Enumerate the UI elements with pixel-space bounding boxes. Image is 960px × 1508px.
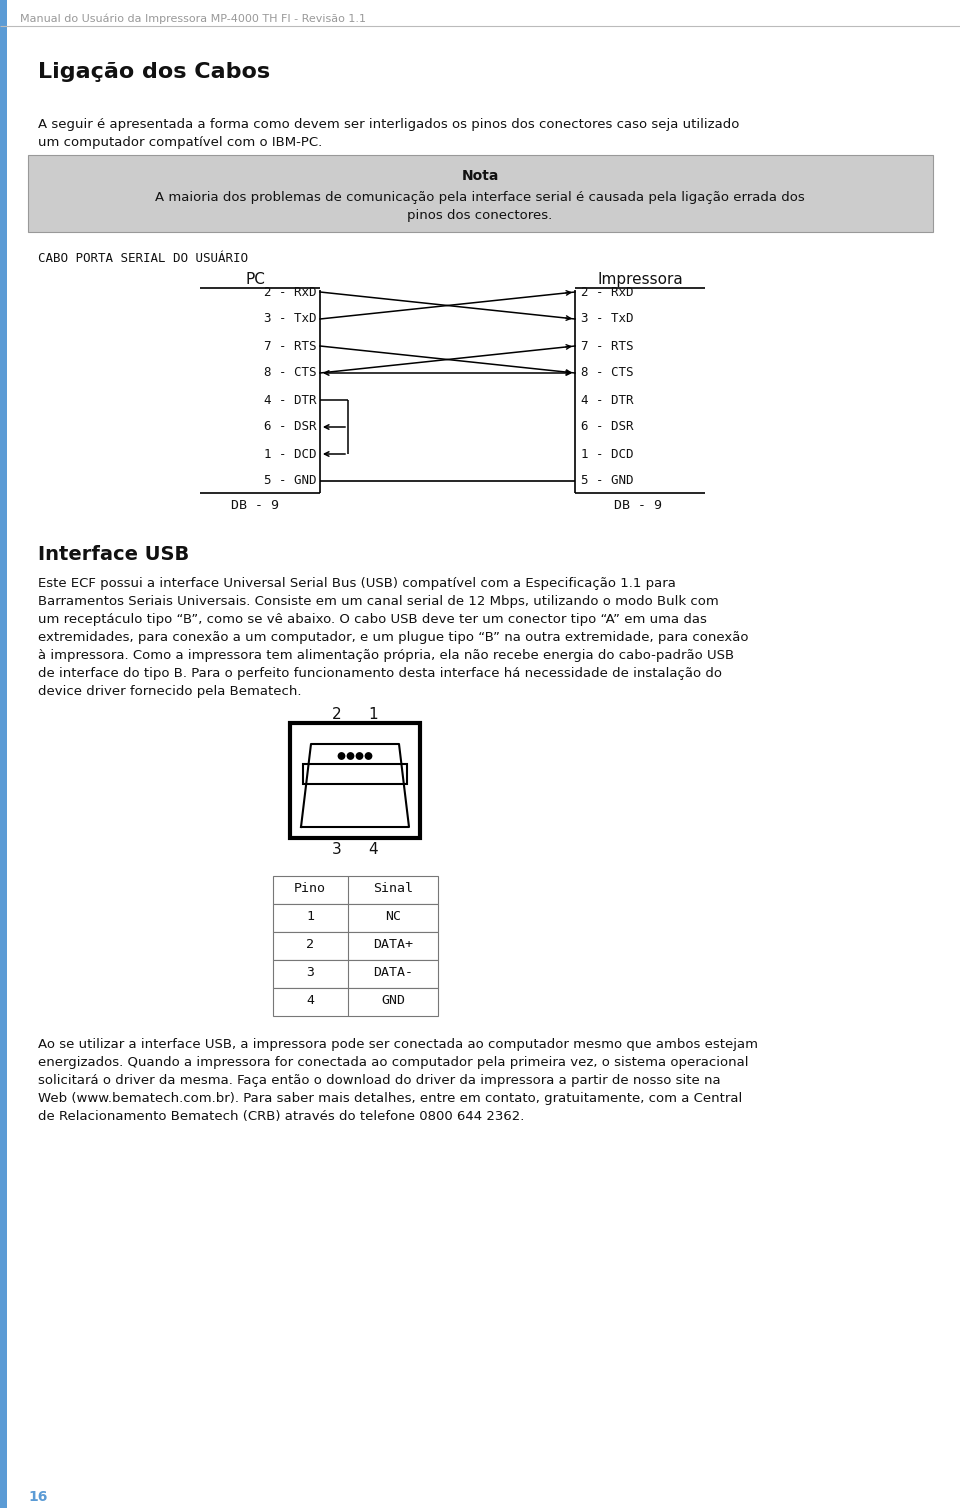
Text: um receptáculo tipo “B”, como se vê abaixo. O cabo USB deve ter um conector tipo: um receptáculo tipo “B”, como se vê abai… <box>38 612 707 626</box>
Text: 3: 3 <box>332 841 342 857</box>
Text: 7 - RTS: 7 - RTS <box>263 339 316 353</box>
Text: um computador compatível com o IBM-PC.: um computador compatível com o IBM-PC. <box>38 136 323 149</box>
Text: 1 - DCD: 1 - DCD <box>581 448 634 460</box>
Bar <box>273 961 438 988</box>
Text: 8 - CTS: 8 - CTS <box>263 366 316 380</box>
Text: 3 - TxD: 3 - TxD <box>581 312 634 326</box>
Text: pinos dos conectores.: pinos dos conectores. <box>407 210 553 222</box>
Circle shape <box>338 752 345 759</box>
Bar <box>28 155 933 232</box>
Text: Impressora: Impressora <box>597 271 683 287</box>
Text: de Relacionamento Bematech (CRB) através do telefone 0800 644 2362.: de Relacionamento Bematech (CRB) através… <box>38 1110 524 1123</box>
Text: 16: 16 <box>28 1490 47 1503</box>
Circle shape <box>348 752 353 759</box>
Text: device driver fornecido pela Bematech.: device driver fornecido pela Bematech. <box>38 685 301 698</box>
Bar <box>273 876 438 903</box>
Bar <box>0 0 7 1508</box>
Text: energizados. Quando a impressora for conectada ao computador pela primeira vez, : energizados. Quando a impressora for con… <box>38 1056 749 1069</box>
Text: 1 - DCD: 1 - DCD <box>263 448 316 460</box>
Text: extremidades, para conexão a um computador, e um plugue tipo “B” na outra extrem: extremidades, para conexão a um computad… <box>38 630 749 644</box>
Text: A maioria dos problemas de comunicação pela interface serial é causada pela liga: A maioria dos problemas de comunicação p… <box>156 192 804 204</box>
Text: à impressora. Como a impressora tem alimentação própria, ela não recebe energia : à impressora. Como a impressora tem alim… <box>38 648 734 662</box>
Text: Ao se utilizar a interface USB, a impressora pode ser conectada ao computador me: Ao se utilizar a interface USB, a impres… <box>38 1038 758 1051</box>
Text: de interface do tipo B. Para o perfeito funcionamento desta interface há necessi: de interface do tipo B. Para o perfeito … <box>38 667 722 680</box>
Text: 2 - RxD: 2 - RxD <box>263 285 316 299</box>
Text: 7 - RTS: 7 - RTS <box>581 339 634 353</box>
Text: Interface USB: Interface USB <box>38 544 189 564</box>
Text: Ligação dos Cabos: Ligação dos Cabos <box>38 62 270 81</box>
Text: 3: 3 <box>306 967 314 979</box>
Text: 5 - GND: 5 - GND <box>581 475 634 487</box>
Text: solicitará o driver da mesma. Faça então o download do driver da impressora a pa: solicitará o driver da mesma. Faça então… <box>38 1074 721 1087</box>
Text: Sinal: Sinal <box>373 882 413 896</box>
Text: 4: 4 <box>306 994 314 1007</box>
Text: 5 - GND: 5 - GND <box>263 475 316 487</box>
Text: Este ECF possui a interface Universal Serial Bus (USB) compatível com a Especifi: Este ECF possui a interface Universal Se… <box>38 578 676 590</box>
Text: PC: PC <box>245 271 265 287</box>
Text: DB - 9: DB - 9 <box>231 499 279 513</box>
Text: DB - 9: DB - 9 <box>614 499 662 513</box>
Text: Pino: Pino <box>294 882 326 896</box>
Text: GND: GND <box>381 994 405 1007</box>
Text: 6 - DSR: 6 - DSR <box>581 421 634 433</box>
Text: 6 - DSR: 6 - DSR <box>263 421 316 433</box>
Bar <box>273 988 438 1016</box>
Text: Barramentos Seriais Universais. Consiste em um canal serial de 12 Mbps, utilizan: Barramentos Seriais Universais. Consiste… <box>38 596 719 608</box>
Text: 3 - TxD: 3 - TxD <box>263 312 316 326</box>
Text: CABO PORTA SERIAL DO USUÁRIO: CABO PORTA SERIAL DO USUÁRIO <box>38 252 248 265</box>
Text: DATA+: DATA+ <box>373 938 413 952</box>
Bar <box>273 932 438 961</box>
Text: 4 - DTR: 4 - DTR <box>263 394 316 407</box>
Text: Nota: Nota <box>462 169 498 182</box>
Bar <box>273 903 438 932</box>
Text: 4 - DTR: 4 - DTR <box>581 394 634 407</box>
Text: 2: 2 <box>306 938 314 952</box>
Text: 8 - CTS: 8 - CTS <box>581 366 634 380</box>
Text: 2: 2 <box>332 707 342 722</box>
Text: 2 - RxD: 2 - RxD <box>581 285 634 299</box>
Bar <box>303 765 407 784</box>
Text: Web (www.bematech.com.br). Para saber mais detalhes, entre em contato, gratuitam: Web (www.bematech.com.br). Para saber ma… <box>38 1092 742 1105</box>
Text: A seguir é apresentada a forma como devem ser interligados os pinos dos conector: A seguir é apresentada a forma como deve… <box>38 118 739 131</box>
Text: 1: 1 <box>369 707 378 722</box>
Text: Manual do Usuário da Impressora MP-4000 TH FI - Revisão 1.1: Manual do Usuário da Impressora MP-4000 … <box>20 14 366 24</box>
Bar <box>290 722 420 838</box>
Text: NC: NC <box>385 909 401 923</box>
Circle shape <box>366 752 372 759</box>
Text: 1: 1 <box>306 909 314 923</box>
Circle shape <box>356 752 363 759</box>
Text: 4: 4 <box>369 841 378 857</box>
Text: DATA-: DATA- <box>373 967 413 979</box>
